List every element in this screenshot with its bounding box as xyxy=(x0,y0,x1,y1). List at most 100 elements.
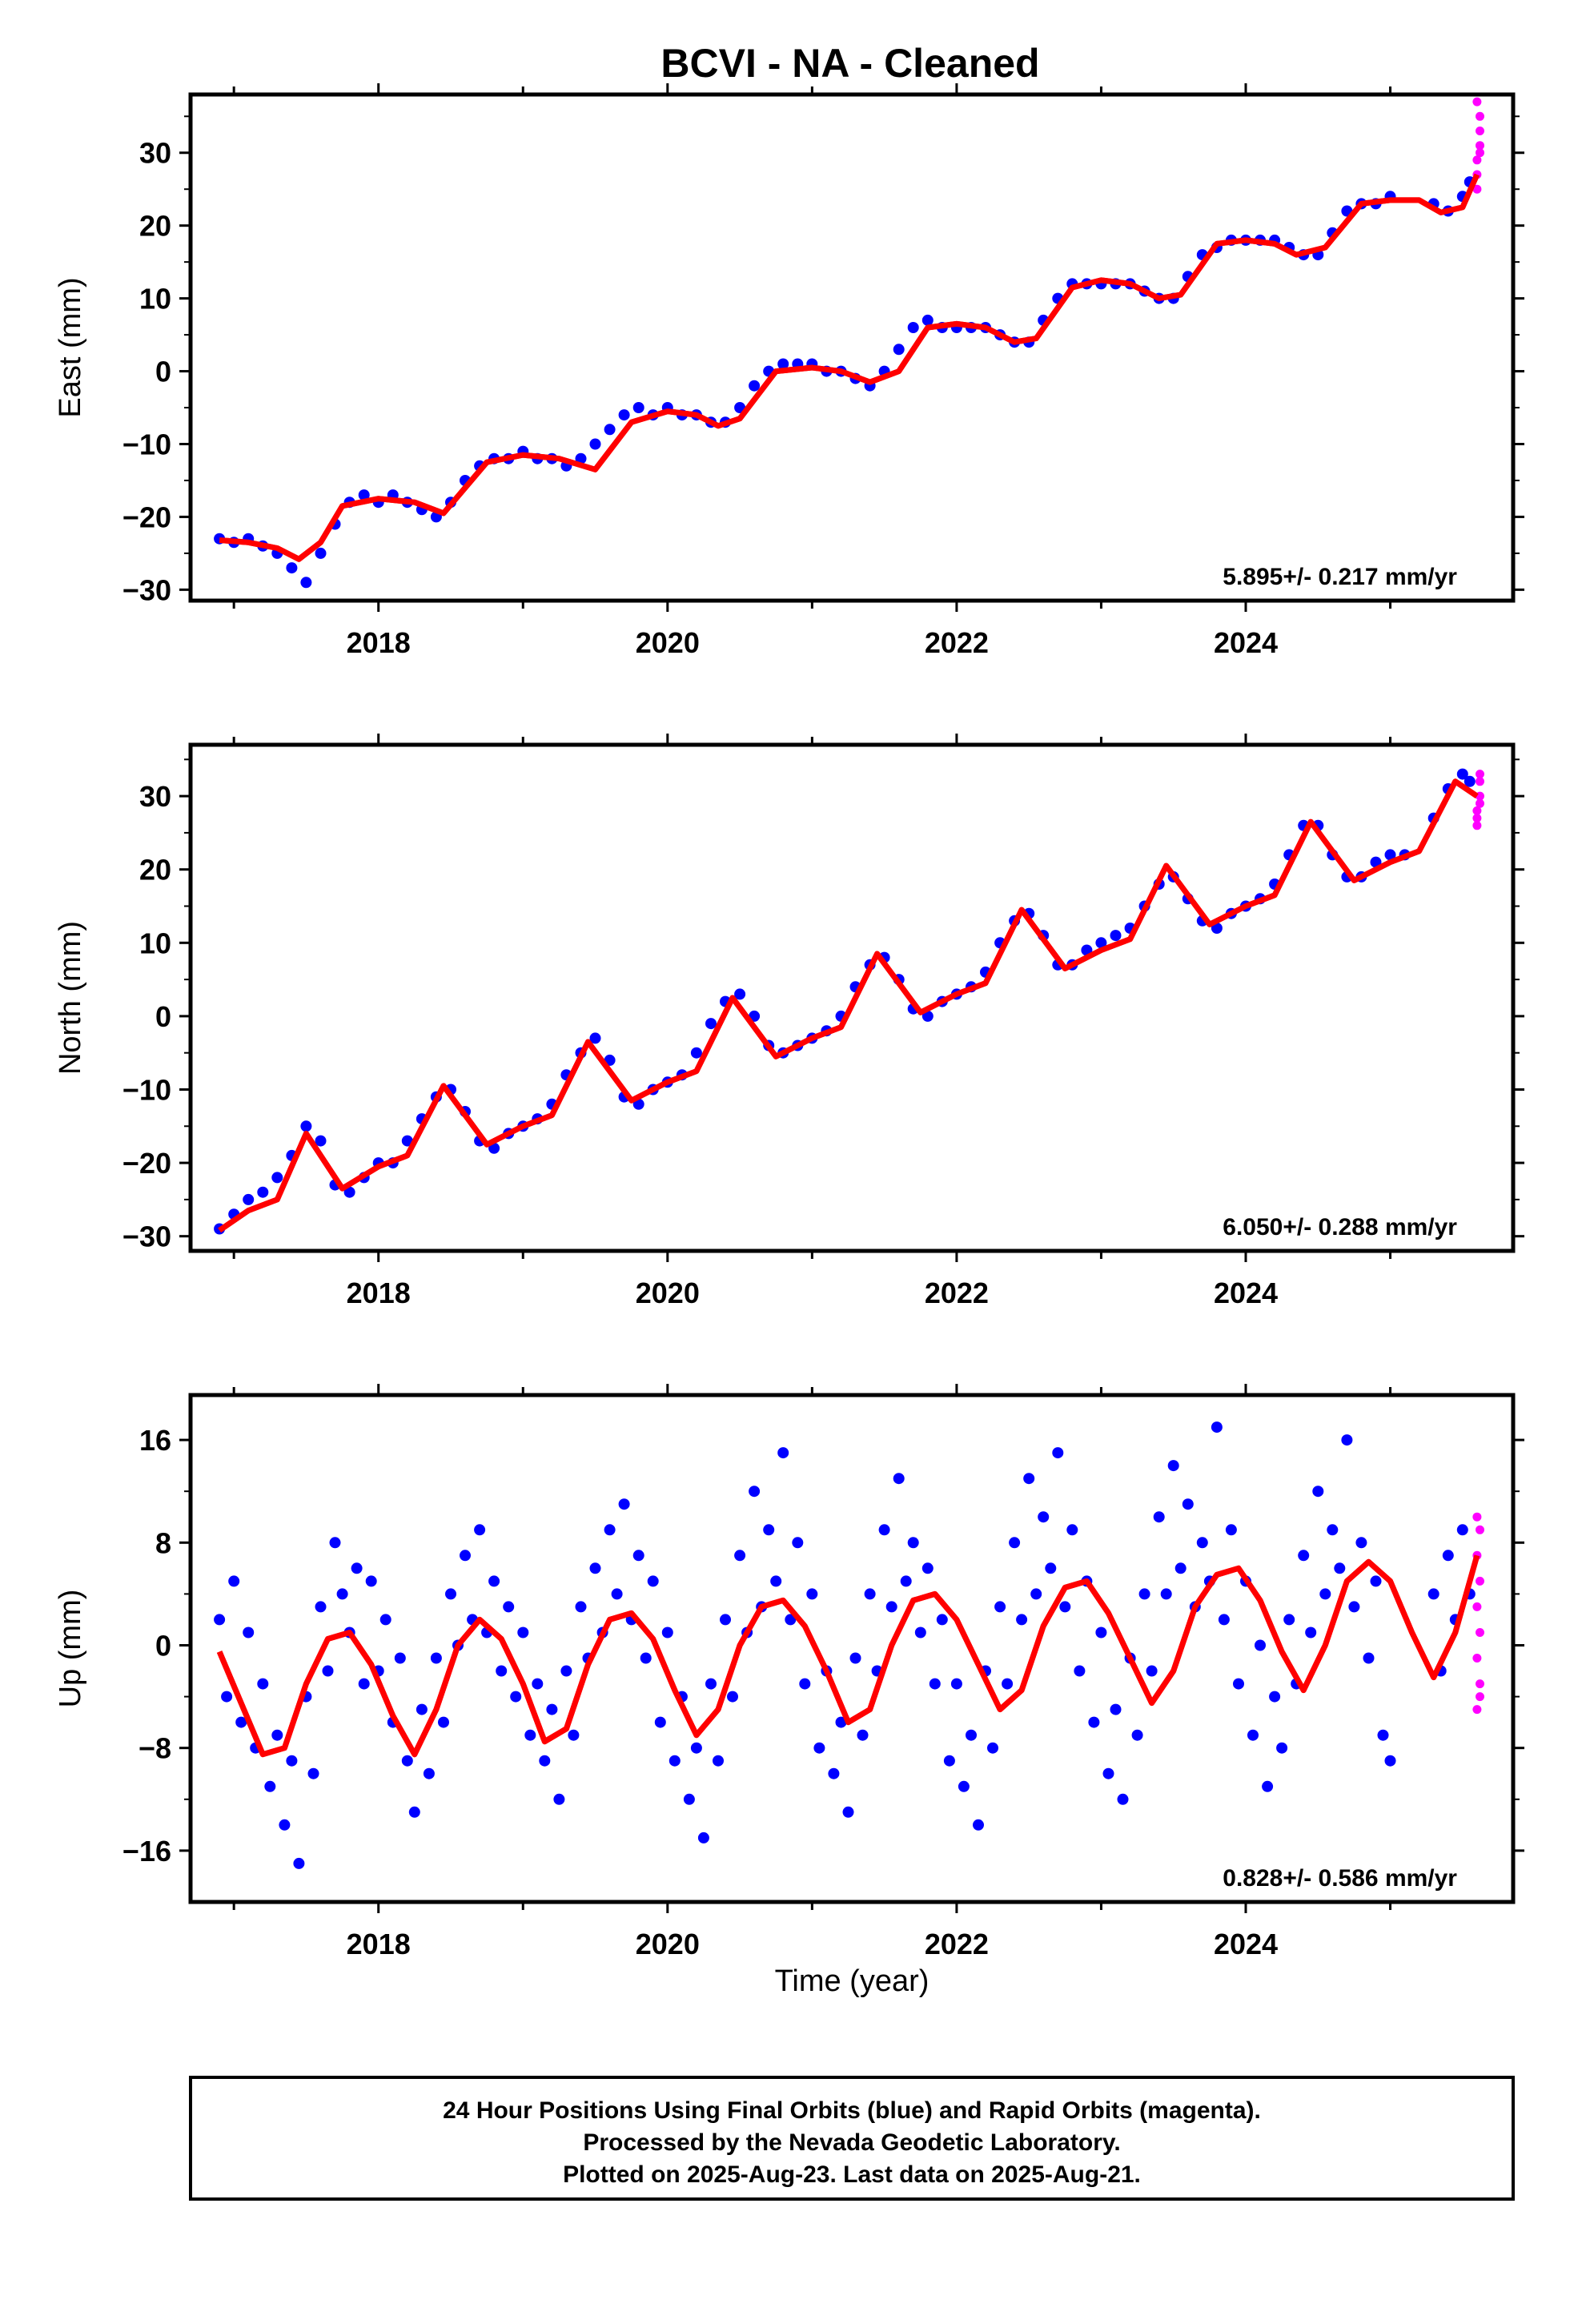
final-orbit-point xyxy=(1442,1550,1454,1562)
panel-frame xyxy=(188,92,1516,603)
final-orbit-point xyxy=(379,1614,391,1626)
final-orbit-point xyxy=(546,1703,558,1715)
x-tick-label: 2020 xyxy=(636,626,700,659)
final-orbit-point xyxy=(1110,930,1122,942)
final-orbit-point xyxy=(293,1857,305,1869)
rate-annotation: 6.050+/- 0.288 mm/yr xyxy=(1223,1214,1457,1240)
final-orbit-point xyxy=(315,1135,327,1147)
final-orbit-point xyxy=(777,1447,789,1459)
final-orbit-point xyxy=(365,1575,377,1587)
final-orbit-point xyxy=(408,1806,420,1818)
final-orbit-point xyxy=(1233,1678,1244,1690)
footer-line-1: 24 Hour Positions Using Final Orbits (bl… xyxy=(443,2097,1261,2124)
final-orbit-point xyxy=(1269,1691,1281,1703)
final-orbit-point xyxy=(705,1018,717,1030)
final-orbit-point xyxy=(221,1691,233,1703)
final-orbit-point xyxy=(1138,1588,1150,1600)
final-orbit-point xyxy=(1131,1729,1143,1741)
final-orbit-point xyxy=(1196,1537,1208,1549)
final-orbit-point xyxy=(1377,1729,1389,1741)
final-orbit-point xyxy=(1319,1588,1331,1600)
final-orbit-point xyxy=(322,1665,334,1677)
final-orbit-point xyxy=(1283,1614,1295,1626)
rapid-orbit-point xyxy=(1472,1512,1482,1522)
final-orbit-point xyxy=(1110,1703,1122,1715)
final-orbit-point xyxy=(618,409,630,421)
final-orbit-point xyxy=(734,988,746,1000)
final-orbit-point xyxy=(589,1562,601,1574)
final-orbit-point xyxy=(950,1678,962,1690)
final-orbit-point xyxy=(690,1047,702,1059)
final-orbit-point xyxy=(257,1678,269,1690)
final-orbit-point xyxy=(243,1193,255,1205)
y-tick-label: 10 xyxy=(139,927,171,959)
final-orbit-point xyxy=(720,1614,731,1626)
final-orbit-point xyxy=(517,1626,529,1638)
model-fit-line-top xyxy=(218,778,1479,1233)
final-orbit-point xyxy=(885,1601,897,1613)
model-fit-line xyxy=(218,778,1479,1233)
final-orbit-point xyxy=(496,1665,508,1677)
final-orbit-point xyxy=(336,1588,348,1600)
final-orbit-point xyxy=(966,1729,977,1741)
rate-annotation: 5.895+/- 0.217 mm/yr xyxy=(1223,564,1457,590)
rapid-orbit-point xyxy=(1472,1705,1482,1715)
final-orbit-point xyxy=(878,1524,890,1536)
final-orbit-point xyxy=(943,1755,955,1767)
rapid-orbit-point xyxy=(1472,1654,1482,1663)
x-tick-label: 2024 xyxy=(1214,1277,1278,1309)
final-orbit-point xyxy=(228,1575,240,1587)
rapid-orbit-point xyxy=(1476,127,1484,135)
y-tick-label: 20 xyxy=(139,854,171,887)
final-orbit-point xyxy=(1298,1550,1310,1562)
final-orbit-point xyxy=(271,1172,283,1184)
final-orbit-point xyxy=(1038,1511,1050,1523)
final-orbit-point xyxy=(727,1691,738,1703)
up-panel: −16 −8 0 8 16 2018 2020 2022 2024 Up (mm) 0.828+/-… xyxy=(54,1384,1524,1960)
final-orbit-point xyxy=(1160,1588,1172,1600)
final-orbit-point xyxy=(445,1588,456,1600)
final-orbit-point xyxy=(1045,1562,1057,1574)
rapid-orbit-point xyxy=(1472,821,1482,830)
rate-annotation: 0.828+/- 0.586 mm/yr xyxy=(1223,1865,1457,1892)
rapid-orbit-point xyxy=(1476,777,1484,786)
x-tick-label: 2018 xyxy=(347,626,411,659)
figure-title: BCVI - NA - Cleaned xyxy=(661,41,1039,86)
final-orbit-point xyxy=(1348,1601,1360,1613)
rapid-orbit-point xyxy=(1472,184,1482,194)
plot-area xyxy=(214,97,1484,589)
final-orbit-point xyxy=(214,1614,226,1626)
final-orbit-point xyxy=(1117,1793,1129,1805)
rapid-orbit-point xyxy=(1476,770,1484,779)
final-orbit-point xyxy=(307,1767,319,1779)
rapid-orbit-point xyxy=(1476,1628,1484,1637)
y-tick-label: 10 xyxy=(139,283,171,316)
y-axis-label: East (mm) xyxy=(54,277,87,417)
final-orbit-point xyxy=(1153,1511,1165,1523)
final-orbit-point xyxy=(647,1575,659,1587)
y-tick-label: 0 xyxy=(155,356,171,388)
final-orbit-point xyxy=(488,1575,500,1587)
final-orbit-point xyxy=(1327,1524,1339,1536)
x-axis-label: Time (year) xyxy=(775,1964,930,1998)
final-orbit-point xyxy=(329,1537,341,1549)
final-orbit-point xyxy=(589,1032,601,1044)
y-tick-label: −16 xyxy=(122,1835,171,1868)
final-orbit-point xyxy=(1341,1434,1353,1446)
y-axis-label: North (mm) xyxy=(54,921,87,1075)
y-tick-label: 30 xyxy=(139,137,171,170)
final-orbit-point xyxy=(893,1473,905,1485)
final-orbit-point xyxy=(654,1716,666,1728)
panel-frame xyxy=(188,742,1516,1253)
y-tick-label: −30 xyxy=(122,573,171,606)
rapid-orbit-point xyxy=(1476,1692,1484,1702)
final-orbit-point xyxy=(1074,1665,1086,1677)
x-tick-label: 2022 xyxy=(925,1928,989,1960)
final-orbit-point xyxy=(243,1626,255,1638)
y-tick-label: −8 xyxy=(139,1732,171,1765)
final-orbit-point xyxy=(849,1652,861,1664)
final-orbit-point xyxy=(828,1767,840,1779)
final-orbit-point xyxy=(1167,1460,1179,1472)
final-orbit-point xyxy=(430,1652,442,1664)
